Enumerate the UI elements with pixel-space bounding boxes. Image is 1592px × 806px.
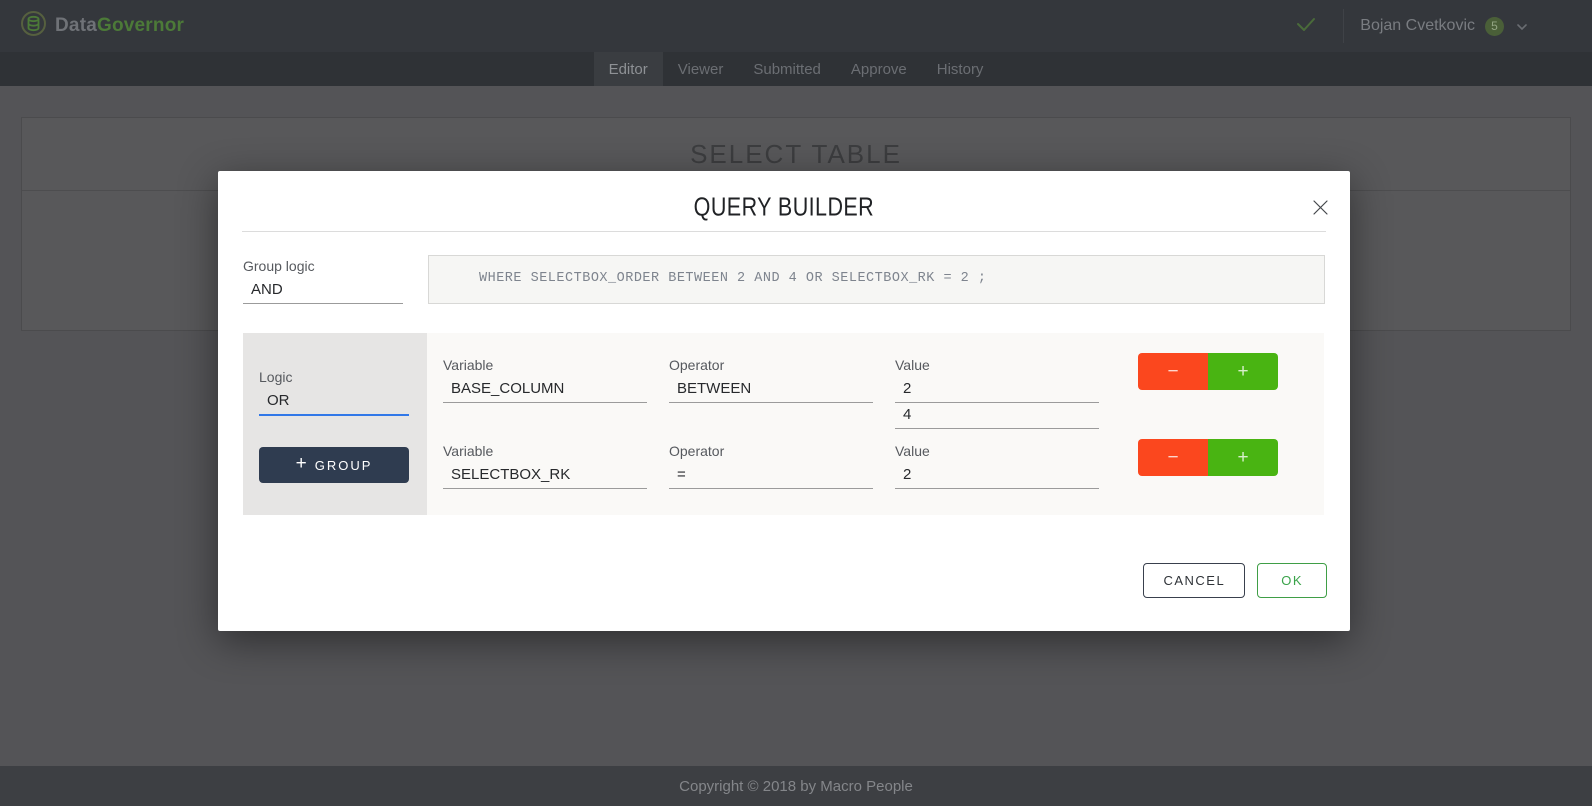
group-logic-field: Group logic xyxy=(243,258,403,304)
variable-input[interactable] xyxy=(443,377,647,403)
row-actions: − + xyxy=(1138,353,1278,390)
title-divider xyxy=(242,231,1326,232)
copyright-text: Copyright © 2018 by Macro People xyxy=(679,777,913,795)
group-logic-input[interactable] xyxy=(243,278,403,304)
minus-icon: − xyxy=(1167,447,1179,468)
logic-input[interactable] xyxy=(259,389,409,416)
ok-button[interactable]: OK xyxy=(1257,563,1327,598)
condition-row: Variable Operator Value − + xyxy=(443,353,1278,429)
operator-input[interactable] xyxy=(669,463,873,489)
database-icon xyxy=(20,10,47,42)
query-builder-modal: QUERY BUILDER Group logic WHERE SELECTBO… xyxy=(218,171,1350,631)
tab-approve[interactable]: Approve xyxy=(850,60,907,78)
logic-label: Logic xyxy=(259,369,293,385)
value-field: Value xyxy=(895,443,1099,489)
add-group-button[interactable]: + GROUP xyxy=(259,447,409,483)
header-divider xyxy=(1343,9,1345,43)
operator-field: Operator xyxy=(669,443,873,489)
logic-field: Logic xyxy=(259,369,409,416)
page-footer: Copyright © 2018 by Macro People xyxy=(0,766,1592,806)
operator-label: Operator xyxy=(669,357,725,373)
group-conditions-panel: Variable Operator Value − + xyxy=(427,333,1324,515)
query-preview-text: WHERE SELECTBOX_ORDER BETWEEN 2 AND 4 OR… xyxy=(479,271,987,286)
plus-icon: + xyxy=(1237,361,1249,382)
value-label: Value xyxy=(895,443,930,459)
variable-input[interactable] xyxy=(443,463,647,489)
app-logo[interactable]: DataGovernor xyxy=(0,10,184,42)
condition-row: Variable Operator Value − + xyxy=(443,439,1278,489)
value2-input[interactable] xyxy=(895,403,1099,429)
variable-field: Variable xyxy=(443,443,647,489)
variable-field: Variable xyxy=(443,357,647,429)
operator-input[interactable] xyxy=(669,377,873,403)
add-condition-button[interactable]: + xyxy=(1208,439,1278,476)
plus-icon: + xyxy=(1237,447,1249,468)
minus-icon: − xyxy=(1167,361,1179,382)
modal-title: QUERY BUILDER xyxy=(693,192,875,222)
close-icon[interactable] xyxy=(1312,199,1329,216)
remove-condition-button[interactable]: − xyxy=(1138,439,1208,476)
notification-badge[interactable]: 5 xyxy=(1485,16,1504,36)
tab-history[interactable]: History xyxy=(936,60,984,78)
add-condition-button[interactable]: + xyxy=(1208,353,1278,390)
value-label: Value xyxy=(895,357,930,373)
query-preview-box: WHERE SELECTBOX_ORDER BETWEEN 2 AND 4 OR… xyxy=(428,255,1325,304)
variable-label: Variable xyxy=(443,357,494,373)
value-input[interactable] xyxy=(895,463,1099,489)
check-icon[interactable] xyxy=(1293,11,1319,42)
plus-icon: + xyxy=(295,453,307,474)
select-table-title: SELECT TABLE xyxy=(690,138,902,169)
operator-field: Operator xyxy=(669,357,873,429)
group-logic-label: Group logic xyxy=(243,258,315,274)
main-nav: Editor Viewer Submitted Approve History xyxy=(0,52,1592,86)
logo-text: DataGovernor xyxy=(55,15,185,36)
remove-condition-button[interactable]: − xyxy=(1138,353,1208,390)
top-header-bar: DataGovernor Bojan Cvetkovic 5 xyxy=(0,0,1592,52)
modal-actions: CANCEL OK xyxy=(1143,563,1327,598)
row-actions: − + xyxy=(1138,439,1278,476)
tab-submitted[interactable]: Submitted xyxy=(753,60,821,78)
chevron-down-icon[interactable] xyxy=(1516,20,1528,32)
user-name[interactable]: Bojan Cvetkovic xyxy=(1360,17,1475,34)
add-group-button-label: GROUP xyxy=(314,457,373,473)
condition-group: Logic + GROUP Variable Operator Value xyxy=(243,333,1324,515)
value-input[interactable] xyxy=(895,377,1099,403)
operator-label: Operator xyxy=(669,443,725,459)
cancel-button[interactable]: CANCEL xyxy=(1143,563,1246,598)
tab-editor[interactable]: Editor xyxy=(593,52,663,86)
variable-label: Variable xyxy=(443,443,494,459)
group-left-panel: Logic + GROUP xyxy=(243,333,427,515)
tab-viewer[interactable]: Viewer xyxy=(677,60,724,78)
value-field: Value xyxy=(895,357,1099,429)
